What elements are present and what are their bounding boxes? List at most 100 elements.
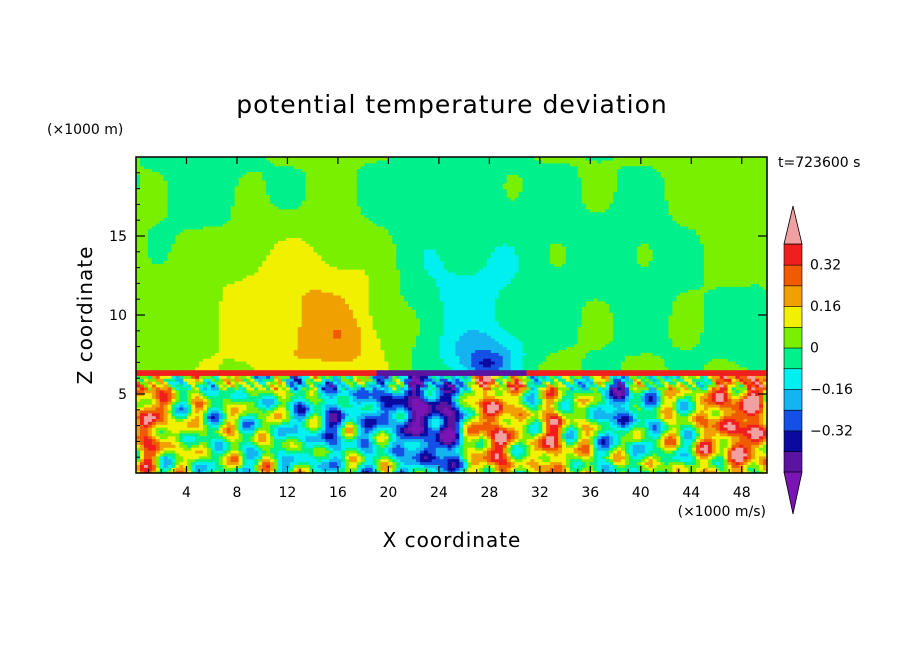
- contour-cell: [530, 415, 535, 420]
- contour-cell: [297, 418, 303, 422]
- contour-cell: [731, 467, 737, 471]
- contour-cell: [711, 415, 717, 420]
- contour-cell: [356, 412, 362, 417]
- contour-cell: [427, 467, 433, 471]
- contour-cell: [277, 429, 283, 434]
- contour-cell: [534, 438, 539, 442]
- contour-cell: [396, 412, 401, 417]
- contour-cell: [230, 432, 236, 437]
- contour-cell: [293, 455, 299, 460]
- contour-cell: [234, 458, 240, 463]
- contour-cell: [210, 409, 216, 414]
- contour-cell: [561, 415, 567, 420]
- contour-cell: [656, 461, 662, 465]
- contour-cell: [447, 438, 453, 442]
- contour-cell: [250, 418, 255, 422]
- contour-cell: [380, 441, 386, 445]
- contour-cell: [538, 470, 543, 474]
- contour-cell: [191, 435, 196, 440]
- contour-cell: [408, 427, 413, 431]
- contour-cell: [743, 447, 748, 451]
- contour-cell: [289, 450, 295, 454]
- contour-cell: [510, 467, 516, 471]
- contour-cell: [329, 418, 334, 422]
- contour-cell: [380, 418, 386, 422]
- contour-cell: [431, 461, 437, 465]
- contour-cell: [396, 432, 401, 437]
- contour-cell: [471, 438, 476, 442]
- contour-cell: [206, 470, 212, 474]
- contour-cell: [183, 455, 188, 460]
- contour-cell: [396, 458, 401, 463]
- contour-cell: [696, 470, 701, 474]
- contour-cell: [384, 455, 389, 460]
- contour-cell: [471, 429, 476, 434]
- contour-cell: [214, 429, 220, 434]
- contour-cell: [455, 450, 460, 454]
- contour-cell: [305, 452, 311, 457]
- contour-cell: [660, 452, 666, 457]
- contour-cell: [203, 458, 208, 463]
- contour-cell: [589, 455, 595, 460]
- contour-cell: [632, 455, 638, 460]
- contour-cell: [230, 427, 236, 431]
- contour-cell: [471, 450, 476, 454]
- contour-cell: [423, 432, 429, 437]
- contour-cell: [364, 452, 370, 457]
- contour-cell: [475, 441, 480, 445]
- contour-cell: [317, 470, 322, 474]
- contour-cell: [195, 447, 200, 451]
- contour-cell: [238, 418, 244, 422]
- contour-cell: [337, 435, 342, 440]
- contour-cell: [380, 412, 386, 417]
- contour-cell: [175, 412, 180, 417]
- contour-cell: [250, 432, 255, 437]
- contour-cell: [490, 455, 496, 460]
- contour-cell: [763, 435, 768, 440]
- contour-cell: [242, 455, 248, 460]
- contour-cell: [360, 464, 366, 468]
- contour-cell: [565, 450, 571, 454]
- contour-cell: [498, 450, 504, 454]
- contour-cell: [309, 438, 315, 442]
- contour-cell: [305, 415, 311, 420]
- contour-cell: [743, 452, 748, 457]
- contour-cell: [368, 447, 374, 451]
- contour-cell: [569, 438, 575, 442]
- contour-cell: [317, 429, 322, 434]
- contour-cell: [664, 458, 669, 463]
- contour-cell: [711, 461, 717, 465]
- contour-cell: [313, 461, 319, 465]
- contour-cell: [490, 464, 496, 468]
- contour-cell: [341, 432, 346, 437]
- contour-cell: [561, 429, 567, 434]
- contour-cell: [522, 461, 528, 465]
- contour-cell: [266, 452, 271, 457]
- contour-cell: [277, 427, 283, 431]
- contour-cell: [696, 421, 701, 425]
- contour-cell: [419, 432, 425, 437]
- contour-cell: [676, 435, 681, 440]
- contour-cell: [325, 455, 330, 460]
- contour-cell: [439, 424, 445, 428]
- contour-cell: [325, 424, 330, 428]
- contour-cell: [447, 424, 453, 428]
- contour-cell: [479, 461, 484, 465]
- contour-cell: [715, 464, 721, 468]
- contour-cell: [585, 450, 591, 454]
- contour-cell: [230, 421, 236, 425]
- contour-cell: [585, 458, 591, 463]
- contour-cell: [585, 470, 591, 474]
- contour-cell: [305, 441, 311, 445]
- contour-cell: [625, 429, 630, 434]
- contour-cell: [384, 441, 389, 445]
- contour-cell: [696, 447, 701, 451]
- contour-cell: [396, 452, 401, 457]
- contour-cell: [360, 424, 366, 428]
- contour-cell: [707, 447, 713, 451]
- contour-cell: [672, 418, 677, 422]
- contour-cell: [672, 435, 677, 440]
- contour-cell: [455, 427, 460, 431]
- contour-cell: [313, 458, 319, 463]
- contour-cell: [416, 464, 421, 468]
